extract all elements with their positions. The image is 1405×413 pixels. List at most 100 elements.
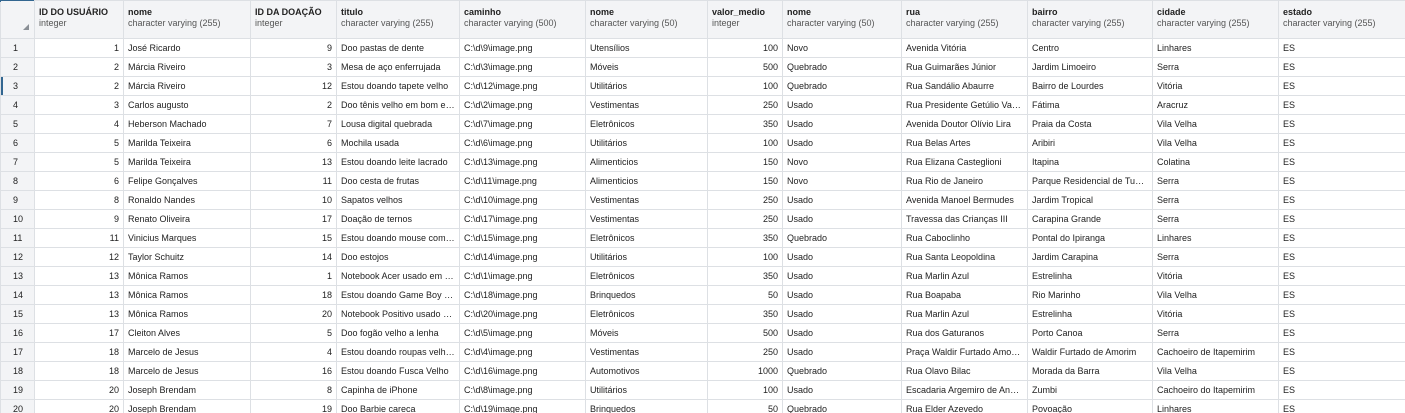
table-row[interactable]: 2 2 Márcia Riveiro 3 Mesa de aço enferrujada…	[0, 57, 1405, 77]
table-cell[interactable]: Bairro de Lourdes	[1027, 76, 1153, 96]
table-cell[interactable]: 250	[707, 95, 783, 115]
table-row[interactable]: 19 20 Joseph Brendam 8 Capinha de iPhone C:\d…	[0, 380, 1405, 400]
table-cell[interactable]: Rua Marlin Azul	[901, 304, 1028, 324]
table-cell[interactable]: 20	[34, 380, 124, 400]
table-cell[interactable]: Estrelinha	[1027, 304, 1153, 324]
table-cell[interactable]: Lousa digital quebrada	[336, 114, 460, 134]
table-row[interactable]: 3 2 Márcia Riveiro 12 Estou doando tapete ve…	[0, 76, 1405, 96]
table-cell[interactable]: Estrelinha	[1027, 266, 1153, 286]
table-cell[interactable]: ES	[1278, 57, 1405, 77]
table-row[interactable]: 7 5 Marilda Teixeira 13 Estou doando leite l…	[0, 152, 1405, 172]
table-cell[interactable]: 1	[250, 266, 337, 286]
table-cell[interactable]: 350	[707, 228, 783, 248]
table-cell[interactable]: Doo fogão velho a lenha	[336, 323, 460, 343]
table-cell[interactable]: Rua Guimarães Júnior	[901, 57, 1028, 77]
table-cell[interactable]: 20	[34, 399, 124, 413]
row-number[interactable]: 20	[0, 399, 35, 413]
table-cell[interactable]: 9	[250, 38, 337, 58]
table-row[interactable]: 1 1 José Ricardo 9 Doo pastas de dente C:\d\9…	[0, 38, 1405, 58]
table-cell[interactable]: ES	[1278, 152, 1405, 172]
table-cell[interactable]: Escadaria Argemiro de Andrade	[901, 380, 1028, 400]
table-cell[interactable]: Aribiri	[1027, 133, 1153, 153]
table-cell[interactable]: Serra	[1152, 57, 1279, 77]
table-cell[interactable]: Vila Velha	[1152, 285, 1279, 305]
table-cell[interactable]: Jardim Carapina	[1027, 247, 1153, 267]
table-cell[interactable]: Cleiton Alves	[123, 323, 251, 343]
table-cell[interactable]: Mônica Ramos	[123, 304, 251, 324]
table-cell[interactable]: 50	[707, 399, 783, 413]
column-header[interactable]: titulo character varying (255)	[336, 0, 460, 39]
table-cell[interactable]: Doo tênis velho em bom estado	[336, 95, 460, 115]
table-cell[interactable]: C:\d\15\image.png	[459, 228, 586, 248]
table-cell[interactable]: Rua Boapaba	[901, 285, 1028, 305]
table-cell[interactable]: Vila Velha	[1152, 361, 1279, 381]
row-number[interactable]: 2	[0, 57, 35, 77]
table-cell[interactable]: Estou doando Game Boy antigo	[336, 285, 460, 305]
table-cell[interactable]: Renato Oliveira	[123, 209, 251, 229]
table-cell[interactable]: C:\d\4\image.png	[459, 342, 586, 362]
table-cell[interactable]: Rua Elder Azevedo	[901, 399, 1028, 413]
table-cell[interactable]: Serra	[1152, 190, 1279, 210]
table-cell[interactable]: 500	[707, 57, 783, 77]
table-cell[interactable]: 15	[250, 228, 337, 248]
table-cell[interactable]: 250	[707, 209, 783, 229]
table-cell[interactable]: Quebrado	[782, 57, 902, 77]
table-cell[interactable]: Usado	[782, 380, 902, 400]
table-cell[interactable]: 2	[34, 76, 124, 96]
table-cell[interactable]: Novo	[782, 38, 902, 58]
table-cell[interactable]: Carlos augusto	[123, 95, 251, 115]
table-cell[interactable]: ES	[1278, 380, 1405, 400]
table-cell[interactable]: Estou doando mouse com defeito	[336, 228, 460, 248]
row-number[interactable]: 15	[0, 304, 35, 324]
table-cell[interactable]: Avenida Vitória	[901, 38, 1028, 58]
table-row[interactable]: 14 13 Mônica Ramos 18 Estou doando Game Boy …	[0, 285, 1405, 305]
table-cell[interactable]: Brinquedos	[585, 399, 708, 413]
table-cell[interactable]: Usado	[782, 133, 902, 153]
table-cell[interactable]: Carapina Grande	[1027, 209, 1153, 229]
table-cell[interactable]: Linhares	[1152, 38, 1279, 58]
table-cell[interactable]: C:\d\11\image.png	[459, 171, 586, 191]
table-cell[interactable]: Waldir Furtado de Amorim	[1027, 342, 1153, 362]
table-row[interactable]: 5 4 Heberson Machado 7 Lousa digital quebrad…	[0, 114, 1405, 134]
table-cell[interactable]: Utilitários	[585, 76, 708, 96]
table-cell[interactable]: C:\d\16\image.png	[459, 361, 586, 381]
table-cell[interactable]: Mônica Ramos	[123, 266, 251, 286]
table-cell[interactable]: Zumbi	[1027, 380, 1153, 400]
table-cell[interactable]: C:\d\18\image.png	[459, 285, 586, 305]
column-header[interactable]: nome character varying (50)	[782, 0, 902, 39]
column-header[interactable]: rua character varying (255)	[901, 0, 1028, 39]
table-cell[interactable]: Usado	[782, 266, 902, 286]
table-cell[interactable]: 12	[34, 247, 124, 267]
table-cell[interactable]: 10	[250, 190, 337, 210]
row-number[interactable]: 10	[0, 209, 35, 229]
table-cell[interactable]: 2	[34, 57, 124, 77]
table-cell[interactable]: ES	[1278, 399, 1405, 413]
table-cell[interactable]: Vestimentas	[585, 190, 708, 210]
table-cell[interactable]: Morada da Barra	[1027, 361, 1153, 381]
table-cell[interactable]: Centro	[1027, 38, 1153, 58]
table-cell[interactable]: Eletrônicos	[585, 228, 708, 248]
table-cell[interactable]: Doo Barbie careca	[336, 399, 460, 413]
table-cell[interactable]: 6	[250, 133, 337, 153]
table-cell[interactable]: C:\d\10\image.png	[459, 190, 586, 210]
table-cell[interactable]: Móveis	[585, 57, 708, 77]
table-cell[interactable]: Utensílios	[585, 38, 708, 58]
table-cell[interactable]: Alimenticios	[585, 171, 708, 191]
table-cell[interactable]: Novo	[782, 152, 902, 172]
table-cell[interactable]: ES	[1278, 38, 1405, 58]
table-cell[interactable]: C:\d\13\image.png	[459, 152, 586, 172]
table-cell[interactable]: Vila Velha	[1152, 133, 1279, 153]
table-cell[interactable]: C:\d\9\image.png	[459, 38, 586, 58]
table-cell[interactable]: Capinha de iPhone	[336, 380, 460, 400]
table-cell[interactable]: 13	[34, 266, 124, 286]
table-cell[interactable]: ES	[1278, 228, 1405, 248]
table-cell[interactable]: ES	[1278, 361, 1405, 381]
table-cell[interactable]: 11	[34, 228, 124, 248]
table-row[interactable]: 16 17 Cleiton Alves 5 Doo fogão velho a lenh…	[0, 323, 1405, 343]
table-cell[interactable]: 1	[34, 38, 124, 58]
table-row[interactable]: 20 20 Joseph Brendam 19 Doo Barbie careca C:\…	[0, 399, 1405, 413]
table-cell[interactable]: Marilda Teixeira	[123, 133, 251, 153]
table-cell[interactable]: Parque Residencial de Tubarão	[1027, 171, 1153, 191]
row-number[interactable]: 11	[0, 228, 35, 248]
table-cell[interactable]: Felipe Gonçalves	[123, 171, 251, 191]
